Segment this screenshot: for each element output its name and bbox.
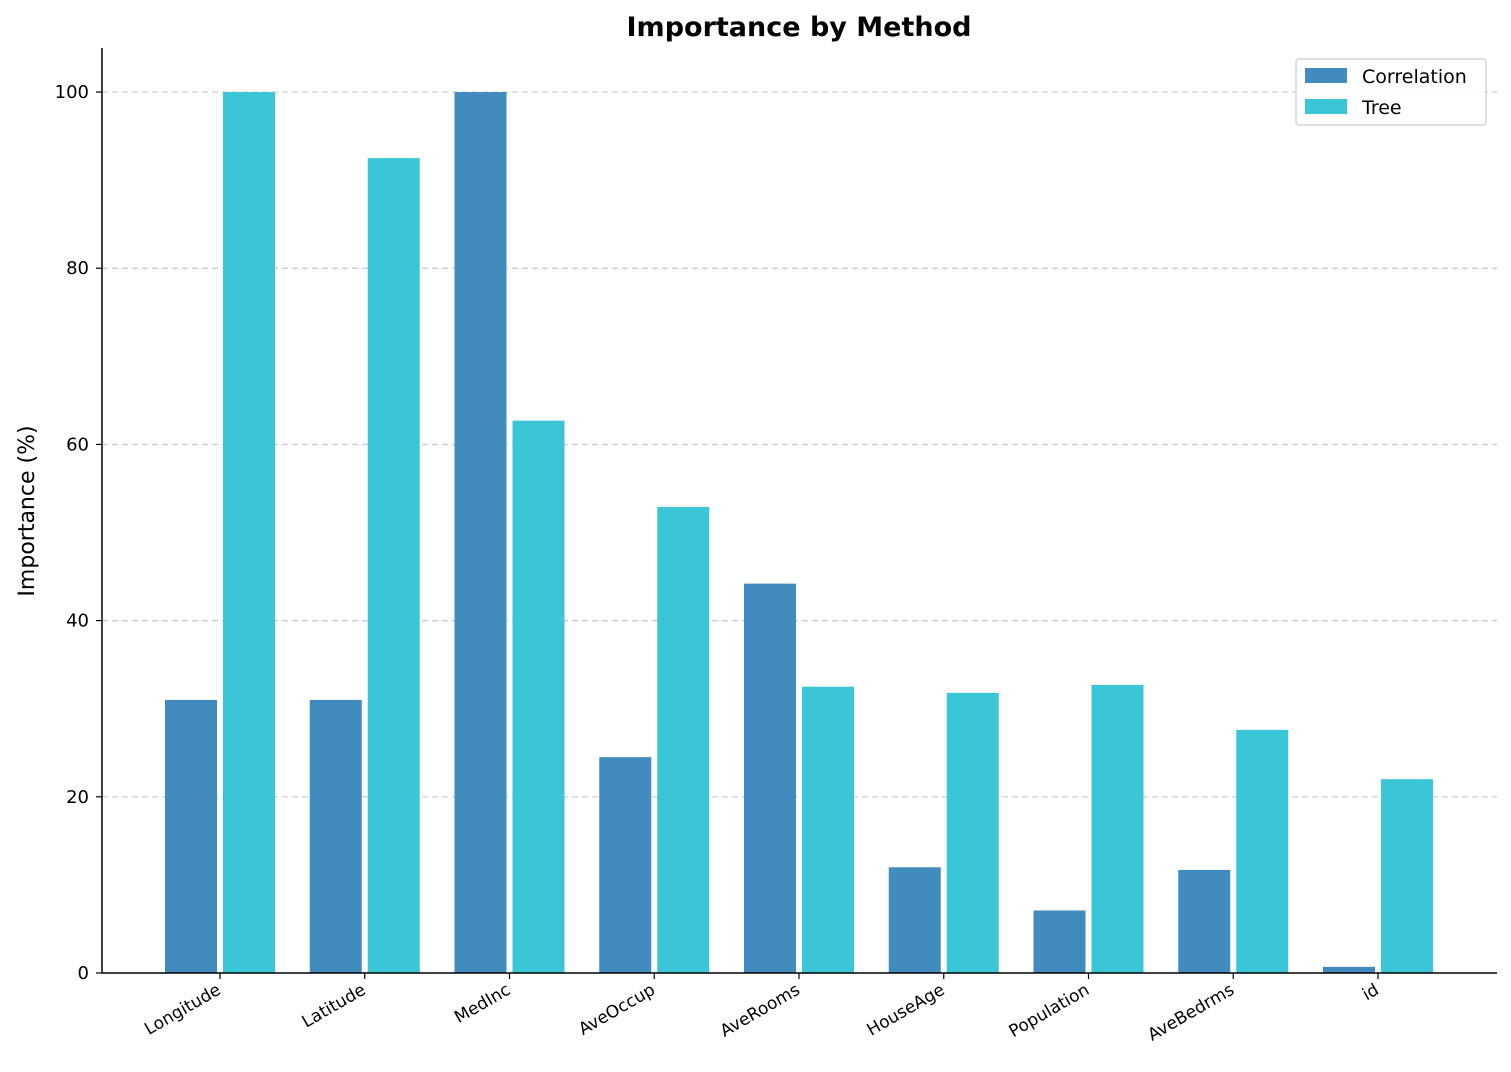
bar-correlation-houseage bbox=[888, 867, 941, 973]
legend: Correlation Tree bbox=[1295, 58, 1487, 126]
ytick-label-60: 60 bbox=[66, 434, 89, 455]
ytick-label-0: 0 bbox=[78, 963, 89, 984]
xtick-label-medinc: MedInc bbox=[451, 980, 514, 1028]
bar-correlation-aveoccup bbox=[599, 757, 652, 973]
bar-correlation-medinc bbox=[454, 92, 507, 974]
bar-tree-medinc bbox=[512, 420, 565, 974]
xtick-label-avebedrms: AveBedrms bbox=[1144, 980, 1237, 1045]
xtick-label-longitude: Longitude bbox=[141, 980, 224, 1040]
ytick-label-20: 20 bbox=[66, 787, 89, 808]
legend-label-tree: Tree bbox=[1361, 97, 1402, 119]
bar-tree-population bbox=[1091, 684, 1144, 973]
xtick-label-aveoccup: AveOccup bbox=[575, 980, 658, 1040]
ytick-label-40: 40 bbox=[66, 611, 89, 632]
bar-tree-id bbox=[1381, 779, 1433, 973]
bar-tree-avebedrms bbox=[1236, 729, 1289, 973]
xtick-label-averooms: AveRooms bbox=[717, 980, 804, 1042]
bar-correlation-avebedrms bbox=[1178, 869, 1231, 973]
bar-tree-longitude bbox=[223, 92, 275, 974]
bar-correlation-latitude bbox=[309, 699, 362, 973]
bar-correlation-longitude bbox=[165, 699, 217, 973]
grid-lines bbox=[102, 91, 1497, 798]
bar-correlation-averooms bbox=[744, 583, 796, 973]
legend-swatch-correlation bbox=[1305, 68, 1347, 83]
bars bbox=[165, 92, 1433, 974]
chart-title: Importance by Method bbox=[627, 12, 972, 43]
bar-tree-averooms bbox=[802, 686, 854, 973]
y-axis-label: Importance (%) bbox=[15, 425, 40, 596]
ytick-label-80: 80 bbox=[66, 258, 89, 279]
bar-correlation-id bbox=[1323, 966, 1375, 973]
xtick-label-id: id bbox=[1359, 980, 1382, 1005]
bar-correlation-population bbox=[1033, 910, 1086, 973]
xtick-label-population: Population bbox=[1006, 980, 1093, 1042]
xtick-label-latitude: Latitude bbox=[299, 980, 370, 1032]
xtick-label-houseage: HouseAge bbox=[864, 980, 949, 1040]
bar-tree-latitude bbox=[367, 158, 420, 974]
legend-label-correlation: Correlation bbox=[1362, 66, 1467, 88]
ytick-label-100: 100 bbox=[55, 82, 89, 103]
bar-tree-aveoccup bbox=[657, 506, 710, 973]
x-ticks: Longitude Latitude MedInc AveOccup AveRooms H… bbox=[141, 973, 1383, 1045]
y-ticks: 0 20 40 60 80 100 bbox=[55, 82, 102, 984]
legend-swatch-tree bbox=[1305, 99, 1347, 114]
bar-tree-houseage bbox=[946, 692, 999, 973]
